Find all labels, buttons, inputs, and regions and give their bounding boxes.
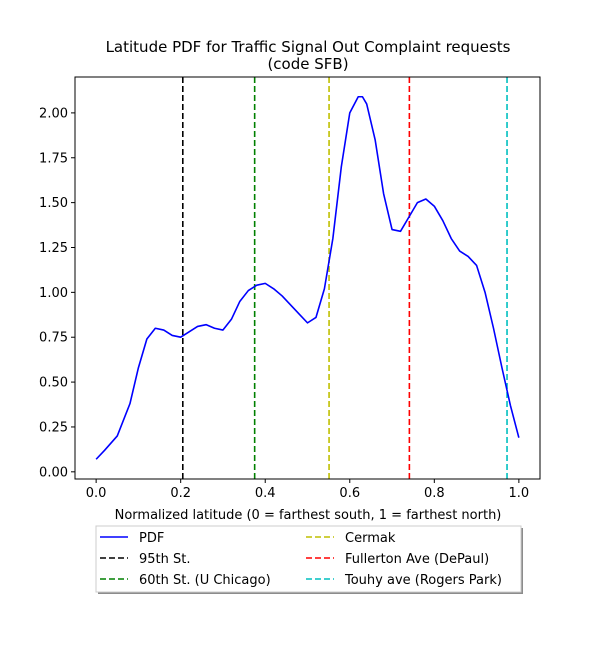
y-tick-label: 0.25 xyxy=(39,420,68,435)
axes-frame xyxy=(74,76,541,480)
y-tick-label: 2.00 xyxy=(39,106,68,121)
legend-label-60th-st-u-chicago: 60th St. (U Chicago) xyxy=(139,573,271,588)
legend-label-fullerton-ave-depaul: Fullerton Ave (DePaul) xyxy=(345,552,489,567)
x-tick-label: 0.2 xyxy=(170,486,191,501)
legend-label-95th-st: 95th St. xyxy=(139,552,191,567)
chart-subtitle: (code SFB) xyxy=(267,55,348,73)
legend: PDF 95th St. 60th St. (U Chicago) Cermak Ful… xyxy=(95,525,523,594)
x-tick-label: 0.4 xyxy=(255,486,276,501)
y-tick-label: 0.50 xyxy=(39,376,68,391)
chart-title: Latitude PDF for Traffic Signal Out Comp… xyxy=(106,38,511,56)
plot-area xyxy=(95,77,520,479)
y-tick-label: 0.00 xyxy=(39,465,68,480)
legend-label-touhy-ave-rogers-park: Touhy ave (Rogers Park) xyxy=(344,573,502,588)
legend-label-cermak: Cermak xyxy=(345,531,396,546)
x-tick-label: 1.0 xyxy=(509,486,530,501)
y-tick-label: 1.25 xyxy=(39,241,68,256)
x-tick-label: 0.0 xyxy=(86,486,107,501)
axis-ticks: 0.0 0.2 0.4 0.6 0.8 1.0 0.00 0.25 0.50 0.75 1.00 1.… xyxy=(39,106,529,501)
x-tick-label: 0.6 xyxy=(339,486,360,501)
y-tick-label: 1.75 xyxy=(39,151,68,166)
x-tick-label: 0.8 xyxy=(424,486,445,501)
y-tick-label: 1.00 xyxy=(39,286,68,301)
y-tick-label: 0.75 xyxy=(39,331,68,346)
legend-label-pdf: PDF xyxy=(139,531,164,546)
series-line-pdf xyxy=(95,95,520,460)
y-tick-label: 1.50 xyxy=(39,196,68,211)
x-axis-label: Normalized latitude (0 = farthest south,… xyxy=(115,508,502,523)
